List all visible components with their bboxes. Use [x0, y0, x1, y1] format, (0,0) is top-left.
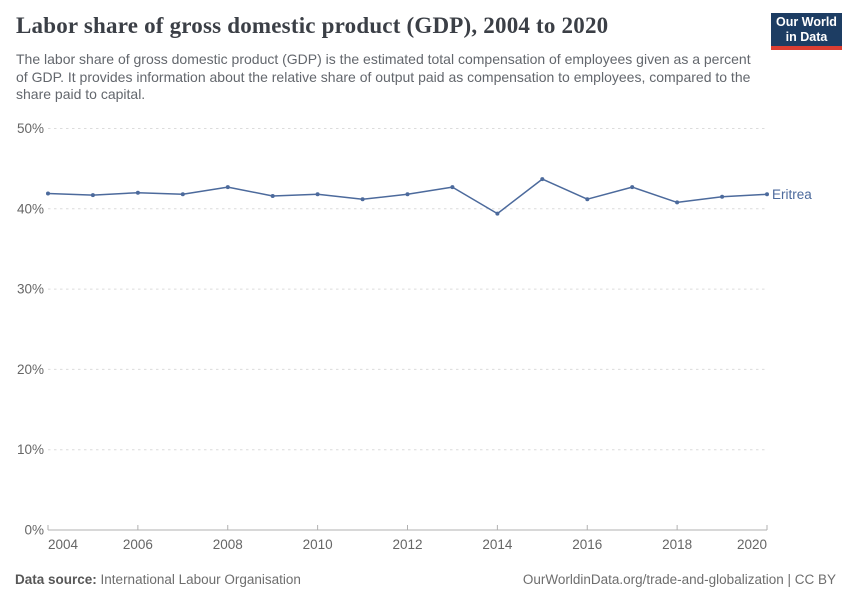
data-point[interactable] — [675, 200, 680, 205]
x-tick-label: 2008 — [213, 537, 243, 552]
x-tick-label: 2006 — [123, 537, 153, 552]
y-tick-label: 0% — [24, 523, 44, 538]
x-tick-label: 2004 — [48, 537, 79, 552]
x-tick-label: 2016 — [572, 537, 602, 552]
data-point[interactable] — [405, 192, 410, 197]
data-point[interactable] — [90, 193, 95, 198]
chart-footer: Data source: International Labour Organi… — [15, 572, 836, 587]
data-point[interactable] — [135, 190, 140, 195]
x-tick-label: 2020 — [737, 537, 767, 552]
data-source-label: Data source: — [15, 572, 97, 587]
y-tick-label: 40% — [17, 201, 44, 216]
y-tick-label: 30% — [17, 282, 44, 297]
data-source: Data source: International Labour Organi… — [15, 572, 301, 587]
entity-label: Eritrea — [772, 187, 812, 202]
data-point[interactable] — [765, 192, 769, 197]
data-point[interactable] — [540, 177, 545, 182]
credit-link[interactable]: OurWorldinData.org/trade-and-globalizati… — [522, 572, 836, 587]
y-tick-label: 10% — [17, 442, 44, 457]
y-tick-label: 20% — [17, 362, 44, 377]
owid-logo-line2: in Data — [785, 29, 828, 44]
x-tick-label: 2010 — [303, 537, 333, 552]
data-point[interactable] — [360, 197, 365, 202]
data-source-value: International Labour Organisation — [100, 572, 301, 587]
owid-logo: Our World in Data — [771, 13, 842, 50]
series-line — [47, 178, 768, 215]
data-point[interactable] — [585, 197, 590, 202]
data-point[interactable] — [46, 191, 50, 196]
owid-logo-line1: Our World — [776, 14, 837, 29]
x-tick-label: 2014 — [482, 537, 513, 552]
data-point[interactable] — [450, 185, 455, 190]
data-point[interactable] — [720, 194, 725, 199]
chart-subtitle: The labor share of gross domestic produc… — [16, 51, 751, 102]
y-tick-label: 50% — [17, 121, 44, 136]
data-point[interactable] — [315, 192, 320, 197]
data-point[interactable] — [180, 192, 185, 197]
data-point[interactable] — [630, 185, 635, 190]
data-point[interactable] — [495, 211, 500, 216]
page-title: Labor share of gross domestic product (G… — [16, 13, 609, 38]
data-point[interactable] — [270, 194, 275, 198]
x-tick-label: 2018 — [662, 537, 692, 552]
x-tick-label: 2012 — [392, 537, 422, 552]
data-point[interactable] — [225, 185, 230, 190]
